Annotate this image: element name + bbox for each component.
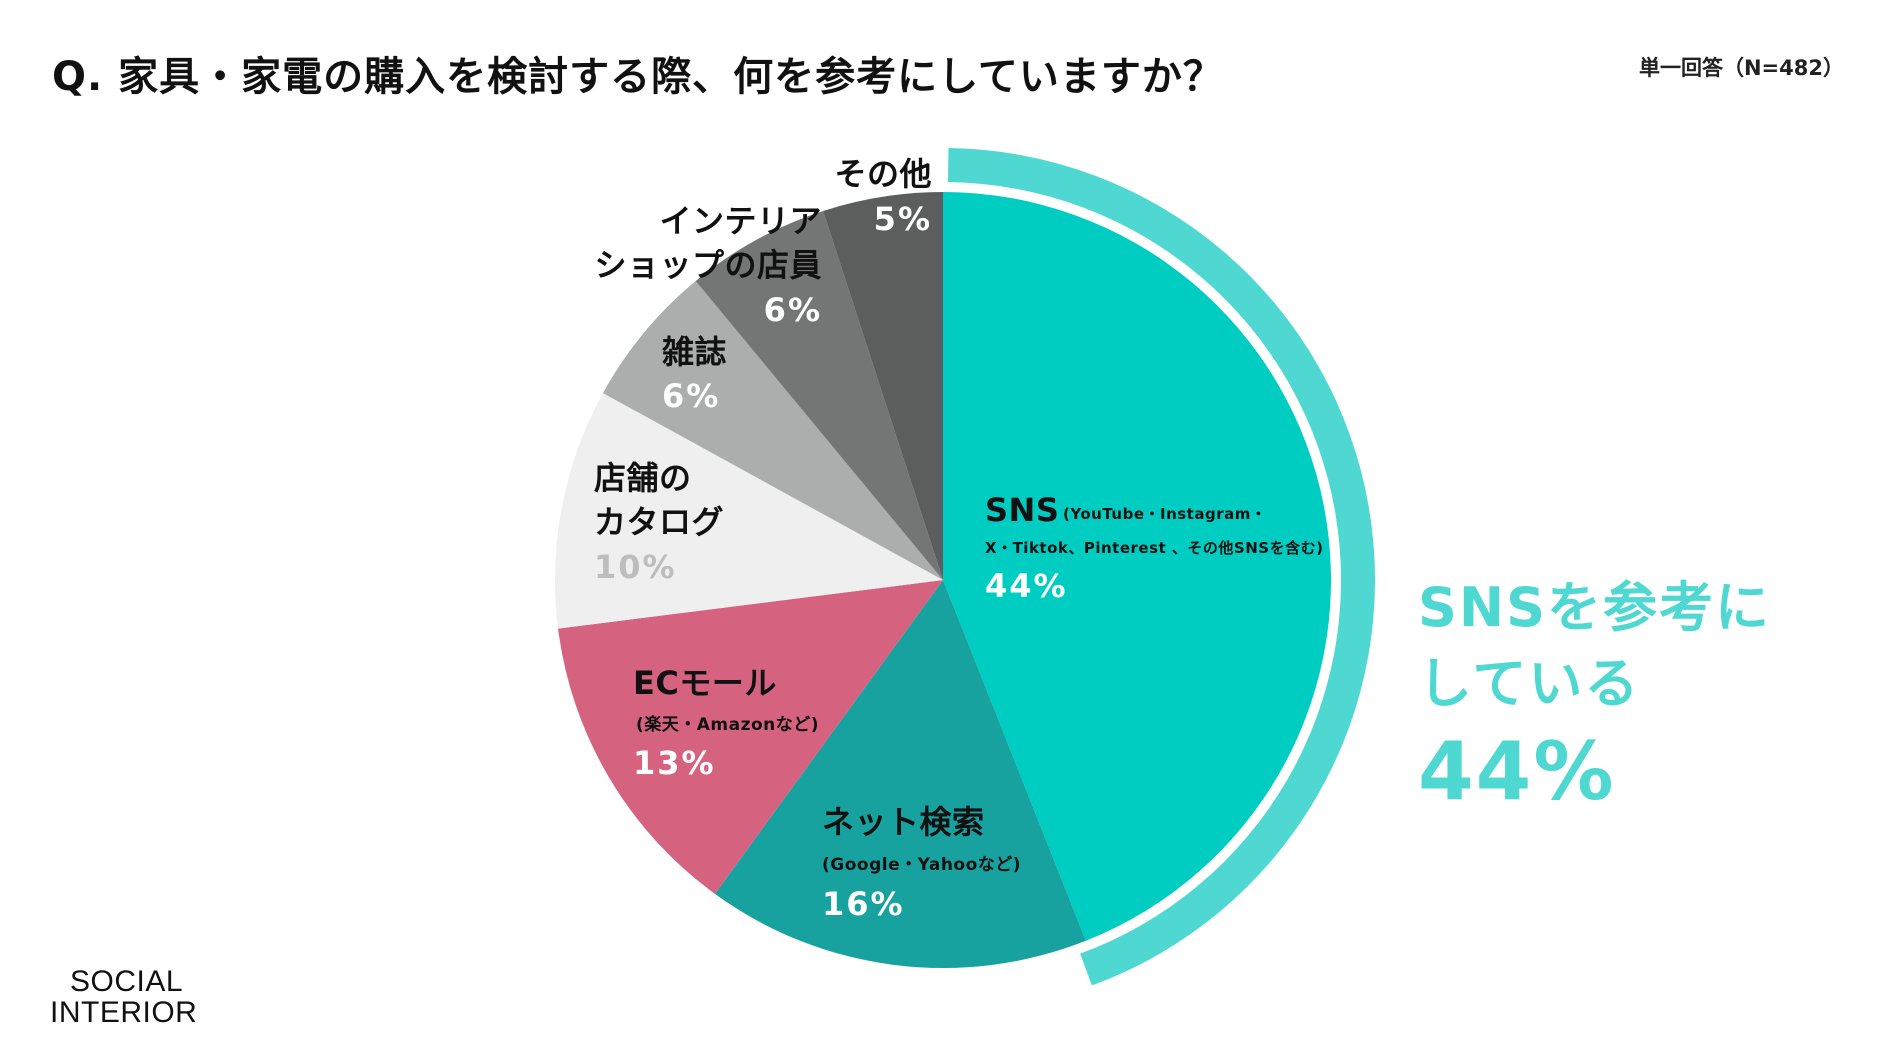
chart-title: Q. 家具・家電の購入を検討する際、何を参考にしていますか？ [52, 54, 1224, 100]
pie-slice-5 [602, 281, 943, 580]
pie-slice-4 [555, 393, 943, 629]
pie-slice-2 [714, 580, 1086, 968]
logo-line-1: SOCIAL [70, 965, 184, 998]
slice-4-label-2: カタログ [594, 503, 724, 541]
slice-4-label: 店舗の [594, 459, 692, 497]
slice-2-sublabel-1: (Google・Yahooなど) [822, 855, 1021, 875]
slice-1-sublabel-1: (YouTube・Instagram・ [1063, 505, 1266, 523]
slice-2-label: ネット検索 [822, 803, 985, 841]
slice-1-sublabel-2: X・Tiktok、Pinterest 、その他SNSを含む) [985, 539, 1323, 557]
slice-3-label: ECモール [633, 664, 777, 702]
slice-1-label: SNS [985, 491, 1059, 529]
sns-callout: SNSを参考に している 44% [1418, 570, 1771, 822]
slice-7-label: その他 [834, 155, 932, 193]
slice-5-value-label: 6% [662, 377, 720, 415]
callout-line-1: SNSを参考に [1418, 576, 1771, 639]
slice-2-value-label: 16% [822, 885, 905, 923]
slice-3-value-label: 13% [633, 744, 716, 782]
social-interior-logo: SOCIAL INTERIOR [50, 966, 197, 1028]
slice-1-value-label: 44% [985, 567, 1068, 605]
slice-3-sublabel-1: (楽天・Amazonなど) [636, 714, 819, 735]
slice-5-label: 雑誌 [661, 333, 727, 371]
slice-6-label: インテリア [659, 202, 822, 240]
pie-slice-3 [558, 580, 943, 894]
logo-line-2: INTERIOR [50, 996, 198, 1029]
slice-6-value-label: 6% [764, 291, 822, 329]
callout-line-2: している [1418, 652, 1641, 715]
pie-slice-1 [943, 192, 1331, 941]
pie-slice-6 [695, 210, 943, 581]
slice-6-label-2: ショップの店員 [594, 246, 822, 284]
slice-7-value-label: 5% [874, 200, 932, 238]
response-note: 単一回答（N=482） [1638, 56, 1844, 80]
callout-value: 44% [1418, 725, 1616, 818]
slice-4-value-label: 10% [594, 548, 677, 586]
pie-slice-7 [823, 192, 943, 580]
